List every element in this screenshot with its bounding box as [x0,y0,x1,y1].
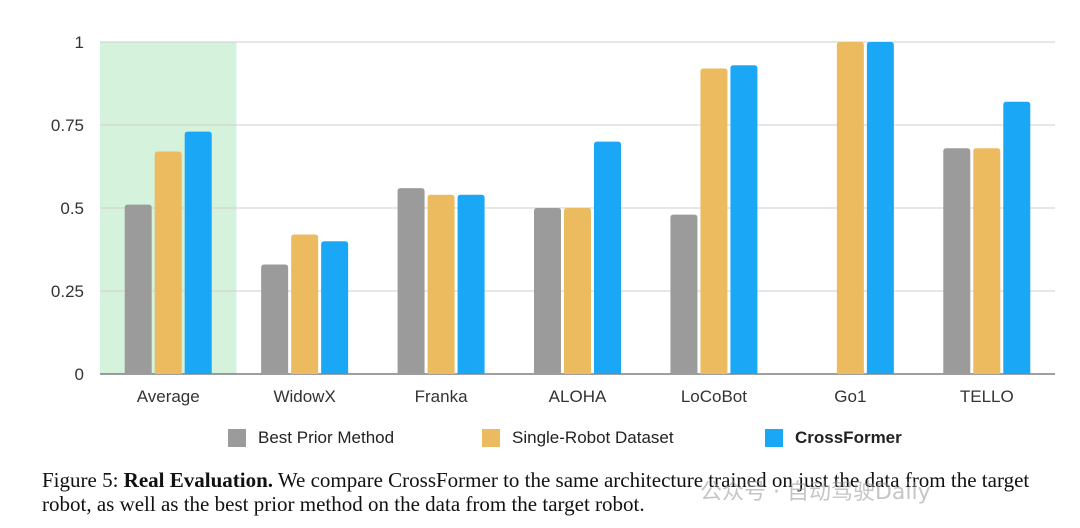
x-tick-label: ALOHA [549,387,607,406]
bar-best-prior-method-aloha [534,208,561,374]
x-tick-label: Go1 [834,387,866,406]
legend-swatch-orange [482,429,500,447]
caption-text: We compare CrossFormer to the same archi… [42,468,1030,516]
bar-best-prior-method-locobot [670,214,698,374]
y-tick-label: 0.75 [51,116,84,135]
bar-crossformer-go1 [866,42,894,374]
bar-crossformer-average [184,131,212,374]
y-tick-label: 0 [75,365,84,384]
bar-crossformer-tello [1003,101,1031,374]
bar-crossformer-locobot [730,65,758,375]
legend-label: CrossFormer [795,428,902,447]
bar-single-robot-dataset-tello [973,148,1001,374]
legend-item-best-prior: Best Prior Method [228,428,394,448]
x-tick-label: Franka [415,387,468,406]
y-tick-label: 0.5 [60,199,84,218]
legend-item-single-robot: Single-Robot Dataset [482,428,674,448]
x-tick-label: LoCoBot [681,387,747,406]
bar-crossformer-aloha [594,141,621,374]
x-tick-label: Average [137,387,200,406]
legend-label: Best Prior Method [258,428,395,447]
legend-item-crossformer: CrossFormer [765,428,902,448]
bar-single-robot-dataset-go1 [836,42,864,374]
bar-best-prior-method-widowx [261,264,289,374]
legend: Best Prior Method Single-Robot Dataset C… [0,424,1080,456]
bar-single-robot-dataset-widowx [291,234,319,374]
bar-single-robot-dataset-franka [427,194,455,374]
bar-best-prior-method-average [124,204,152,374]
bar-best-prior-method-franka [397,188,425,374]
figure-caption: Figure 5: Real Evaluation. We compare Cr… [42,468,1052,516]
bar-crossformer-franka [457,194,485,374]
bar-single-robot-dataset-locobot [700,68,728,374]
caption-bold: Real Evaluation. [123,468,274,492]
x-tick-label: WidowX [273,387,335,406]
bar-best-prior-method-tello [943,148,971,374]
bar-crossformer-widowx [321,241,349,374]
legend-swatch-gray [228,429,246,447]
y-tick-label: 1 [75,33,84,52]
bar-chart: 0 0.25 0.5 0.75 1 Average WidowX Franka ALOHA Lo… [51,33,1055,406]
caption-prefix: Figure 5: [42,468,124,492]
legend-label: Single-Robot Dataset [512,428,674,447]
x-tick-label: TELLO [960,387,1014,406]
bar-single-robot-dataset-aloha [564,208,591,374]
legend-swatch-blue [765,429,783,447]
bar-single-robot-dataset-average [154,151,182,374]
watermark: 公众号 · 自动驾驶Daily [700,480,931,505]
y-tick-label: 0.25 [51,282,84,301]
